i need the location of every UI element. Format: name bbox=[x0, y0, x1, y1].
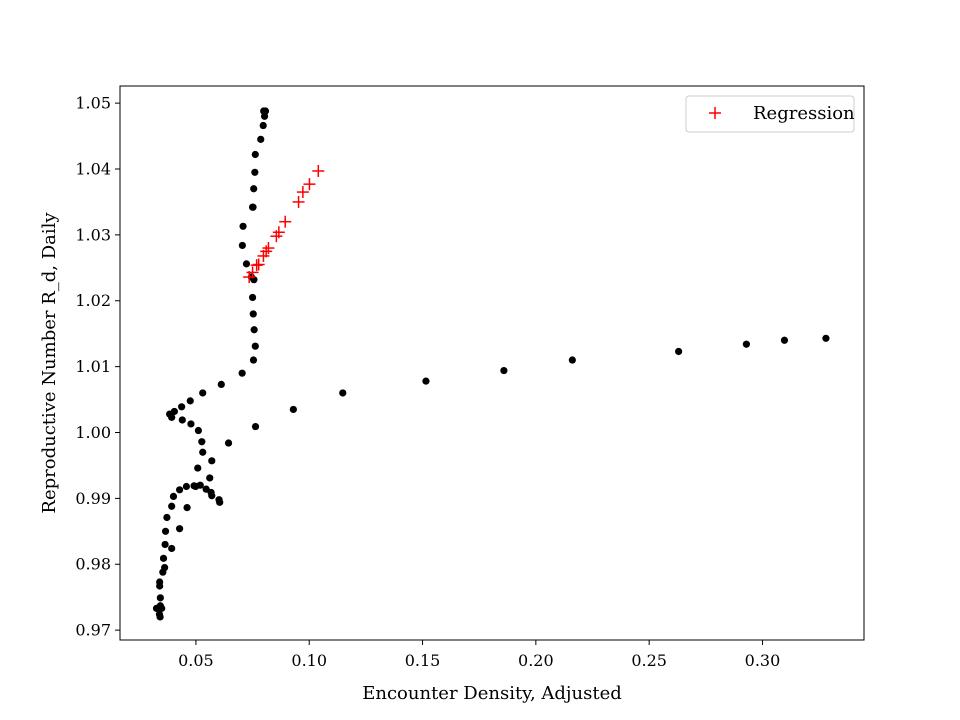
plot-frame bbox=[119, 85, 865, 641]
y-tick-label: 1.04 bbox=[75, 160, 111, 179]
data-point bbox=[260, 112, 269, 120]
y-tick-label: 0.97 bbox=[75, 621, 111, 640]
data-point bbox=[208, 457, 216, 465]
plot-marks bbox=[152, 107, 830, 621]
data-point bbox=[198, 438, 206, 446]
data-point bbox=[208, 492, 216, 500]
regression-point bbox=[292, 195, 305, 208]
data-point bbox=[289, 405, 297, 414]
data-point bbox=[156, 613, 164, 621]
regression-point bbox=[272, 226, 285, 239]
regression-point bbox=[303, 178, 316, 191]
data-point bbox=[156, 594, 164, 602]
x-tick-label: 0.30 bbox=[745, 651, 781, 670]
data-point bbox=[780, 336, 789, 344]
x-tick-label: 0.25 bbox=[631, 651, 667, 670]
legend-regression-label: Regression bbox=[753, 103, 855, 124]
regression-point bbox=[296, 186, 309, 199]
data-point bbox=[224, 439, 233, 447]
regression-point bbox=[279, 215, 292, 228]
data-point bbox=[251, 168, 259, 176]
data-point bbox=[742, 340, 750, 348]
data-point bbox=[168, 413, 176, 421]
regression-point bbox=[312, 164, 325, 177]
y-tick-label: 1.05 bbox=[75, 94, 111, 113]
data-point bbox=[187, 420, 195, 428]
data-point bbox=[159, 568, 167, 576]
data-point bbox=[168, 544, 176, 553]
data-point bbox=[568, 356, 576, 364]
y-axis-ticks: 0.97 0.98 0.99 1.00 1.01 1.02 1.03 1.04 1.05 bbox=[75, 94, 120, 640]
regression-point bbox=[262, 242, 275, 255]
data-point bbox=[251, 422, 260, 431]
data-point bbox=[183, 503, 191, 512]
regression-point bbox=[252, 258, 265, 271]
data-point bbox=[242, 260, 251, 268]
data-point bbox=[250, 326, 258, 334]
data-point bbox=[675, 347, 683, 356]
x-tick-label: 0.05 bbox=[178, 651, 214, 670]
data-point bbox=[194, 464, 202, 472]
data-point bbox=[822, 334, 830, 342]
data-point bbox=[248, 203, 257, 211]
data-point bbox=[182, 482, 191, 491]
data-point bbox=[194, 426, 203, 435]
data-point bbox=[500, 366, 508, 375]
y-tick-label: 1.00 bbox=[75, 423, 111, 442]
y-axis-label: Reproductive Number R_d, Daily bbox=[39, 212, 60, 514]
legend: Regression bbox=[685, 95, 855, 133]
data-point bbox=[152, 604, 161, 612]
data-point bbox=[161, 540, 169, 549]
data-point bbox=[176, 486, 184, 494]
x-tick-label: 0.15 bbox=[405, 651, 441, 670]
x-tick-label: 0.10 bbox=[291, 651, 327, 670]
data-point bbox=[186, 397, 194, 405]
data-point bbox=[206, 474, 214, 482]
data-point bbox=[217, 380, 225, 389]
data-point bbox=[178, 416, 186, 424]
data-point bbox=[249, 356, 258, 364]
data-point bbox=[422, 377, 430, 385]
data-point bbox=[339, 389, 347, 397]
data-point bbox=[238, 369, 246, 377]
data-point bbox=[163, 513, 171, 522]
data-point bbox=[168, 502, 176, 510]
legend-regression-marker bbox=[709, 107, 721, 119]
y-tick-label: 1.01 bbox=[75, 357, 111, 376]
data-point bbox=[238, 241, 246, 250]
x-axis-ticks: 0.05 0.10 0.15 0.20 0.25 0.30 bbox=[178, 640, 780, 670]
regression-point bbox=[246, 266, 259, 279]
x-tick-label: 0.20 bbox=[518, 651, 554, 670]
y-tick-label: 1.02 bbox=[75, 291, 111, 310]
data-point bbox=[239, 222, 247, 230]
data-point bbox=[178, 403, 186, 411]
data-point bbox=[169, 492, 178, 500]
data-point bbox=[159, 554, 168, 562]
y-tick-label: 1.03 bbox=[75, 225, 111, 244]
data-point bbox=[161, 527, 170, 535]
data-point bbox=[199, 448, 207, 456]
data-point bbox=[156, 582, 164, 590]
legend-box bbox=[685, 95, 855, 133]
data-point bbox=[250, 185, 258, 193]
data-point bbox=[249, 310, 257, 318]
data-point bbox=[251, 150, 259, 159]
data-point bbox=[176, 525, 184, 533]
data-point bbox=[257, 135, 265, 143]
data-point bbox=[199, 389, 207, 397]
y-tick-label: 0.99 bbox=[75, 489, 111, 508]
data-point bbox=[259, 121, 267, 130]
x-axis-label: Encounter Density, Adjusted bbox=[362, 683, 622, 704]
data-point bbox=[158, 604, 166, 612]
data-point bbox=[248, 293, 257, 302]
data-point bbox=[216, 498, 224, 506]
data-point bbox=[251, 342, 259, 350]
legend-plus-icon bbox=[709, 107, 721, 119]
data-point bbox=[192, 482, 200, 491]
y-tick-label: 0.98 bbox=[75, 555, 111, 574]
